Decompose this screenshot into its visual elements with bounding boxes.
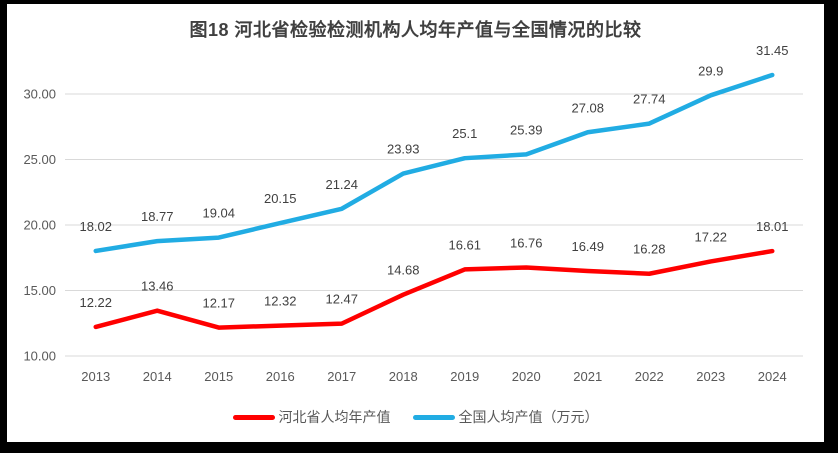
hebei-data-label: 13.46 <box>141 279 174 294</box>
national-series-line <box>93 72 775 254</box>
legend-item-national: 全国人均产值（万元） <box>412 407 599 427</box>
x-axis-label: 2016 <box>266 369 295 384</box>
x-axis-label: 2022 <box>635 369 664 384</box>
hebei-series-swatch <box>232 414 275 420</box>
national-data-label: 25.1 <box>452 126 477 141</box>
x-axis-label: 2024 <box>758 369 787 384</box>
national-data-label: 27.08 <box>571 100 604 115</box>
hebei-series-label: 河北省人均年产值 <box>278 409 391 425</box>
hebei-data-label: 16.61 <box>448 237 481 252</box>
x-axis-label: 2014 <box>143 369 172 384</box>
hebei-data-label: 12.22 <box>79 295 112 310</box>
national-data-label: 25.39 <box>510 122 543 137</box>
hebei-data-label: 12.32 <box>264 294 297 309</box>
hebei-data-label: 16.76 <box>510 235 543 250</box>
hebei-data-label: 14.68 <box>387 263 420 278</box>
national-series-swatch <box>412 414 455 420</box>
national-data-label: 29.9 <box>698 63 723 78</box>
legend-item-hebei: 河北省人均年产值 <box>232 407 391 427</box>
x-axis-label: 2019 <box>450 369 479 384</box>
chart-title: 图18 河北省检验检测机构人均年产值与全国情况的比较 <box>189 20 642 40</box>
national-series-label: 全国人均产值（万元） <box>458 409 599 425</box>
x-axis-label: 2021 <box>573 369 602 384</box>
y-axis-tick-label: 25.00 <box>23 152 56 167</box>
y-axis-tick-label: 15.00 <box>23 283 56 298</box>
y-axis-tick-label: 10.00 <box>23 349 56 364</box>
hebei-data-label: 12.47 <box>325 292 358 307</box>
national-data-label: 23.93 <box>387 142 420 157</box>
national-data-label: 31.45 <box>756 43 789 58</box>
x-axis-label: 2023 <box>696 369 725 384</box>
x-axis-label: 2013 <box>81 369 110 384</box>
hebei-data-label: 16.28 <box>633 242 666 257</box>
national-data-label: 18.02 <box>79 219 112 234</box>
hebei-data-label: 12.17 <box>202 296 235 311</box>
y-axis-tick-label: 30.00 <box>23 87 56 102</box>
national-data-label: 19.04 <box>202 206 235 221</box>
chart-legend: 河北省人均年产值 全国人均产值（万元） <box>7 406 824 428</box>
x-axis-label: 2017 <box>327 369 356 384</box>
hebei-data-label: 18.01 <box>756 219 789 234</box>
x-axis-label: 2015 <box>204 369 233 384</box>
national-data-label: 18.77 <box>141 209 174 224</box>
chart-plot-area: 10.00 15.00 20.00 25.00 30.00 2013 2014 2015 201… <box>23 43 803 384</box>
hebei-data-label: 17.22 <box>694 229 727 244</box>
y-axis-tick-label: 20.00 <box>23 218 56 233</box>
hebei-data-label: 16.49 <box>571 239 604 254</box>
national-data-label: 27.74 <box>633 92 666 107</box>
hebei-series-line <box>93 248 775 330</box>
national-data-label: 21.24 <box>325 177 358 192</box>
national-data-label: 20.15 <box>264 191 297 206</box>
x-axis-label: 2018 <box>389 369 418 384</box>
x-axis-label: 2020 <box>512 369 541 384</box>
